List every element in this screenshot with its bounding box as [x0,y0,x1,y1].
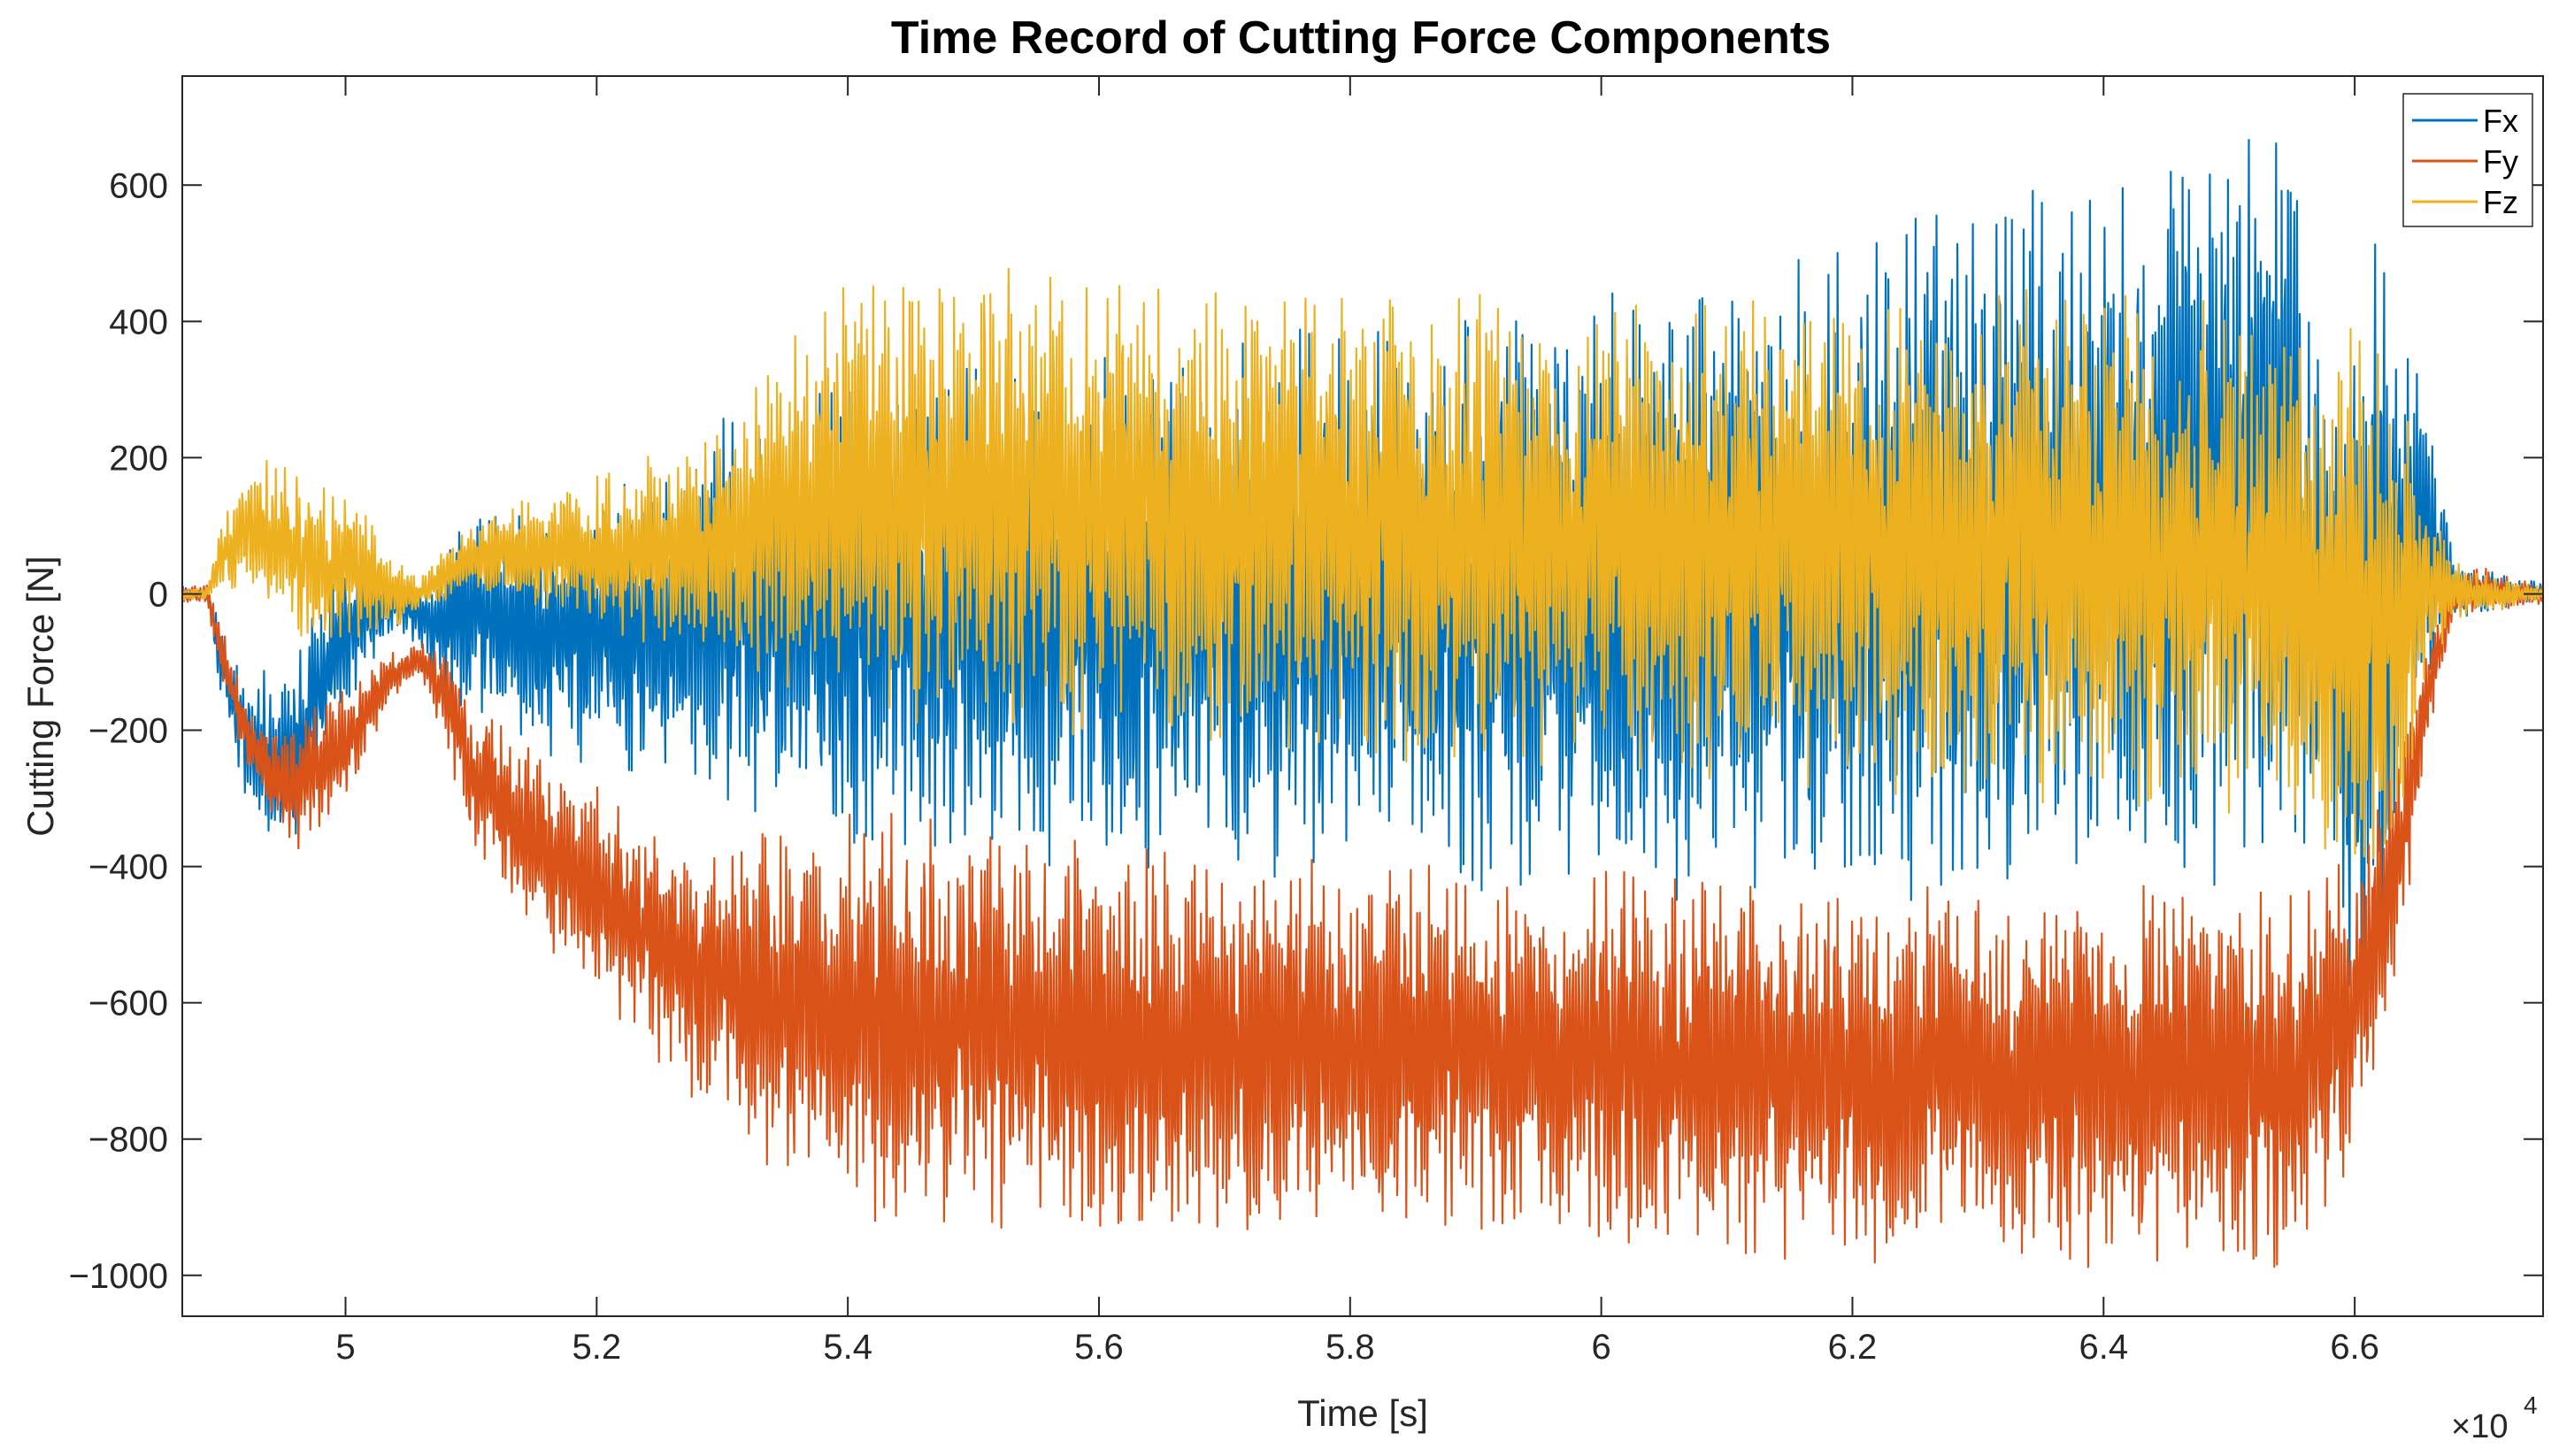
series-layer [182,139,2543,1268]
x-tick-label: 6.2 [1828,1328,1878,1367]
x-tick-label: 5.8 [1326,1328,1375,1367]
x-axis-ticks: 5 5.2 5.4 5.6 5.8 6 6.2 6.4 6.6 [335,76,2379,1367]
chart-title: Time Record of Cutting Force Components [891,12,1831,64]
series-line-fy [182,567,2543,1268]
x-tick-label: 6 [1592,1328,1611,1367]
y-tick-label: 400 [109,303,168,341]
y-tick-label: −800 [88,1121,168,1160]
legend-label-fy: Fy [2483,143,2518,180]
legend-label-fx: Fx [2483,103,2518,139]
x-exponent-power: 4 [2524,1391,2538,1419]
y-tick-label: −200 [88,712,168,751]
y-tick-label: 0 [149,575,168,614]
x-tick-label: 5.4 [823,1328,872,1367]
y-tick-label: 600 [109,166,168,205]
y-tick-label: −400 [88,848,168,887]
y-axis-ticks: 600 400 200 0 −200 −400 −600 −800 −1000 [69,166,2543,1296]
legend-label-fz: Fz [2483,184,2518,220]
y-tick-label: −600 [88,985,168,1023]
series-line-fz [182,267,2543,860]
y-tick-label: 200 [109,439,168,478]
y-axis-label: Cutting Force [N] [19,556,61,836]
x-tick-label: 5.6 [1074,1328,1124,1367]
x-tick-label: 6.6 [2330,1328,2379,1367]
x-tick-label: 5.2 [573,1328,622,1367]
x-exponent-base: ×10 [2451,1408,2508,1445]
plot-border [181,75,2544,1317]
x-axis-exponent: ×10 4 [2451,1391,2538,1445]
x-tick-label: 5 [335,1328,355,1367]
y-tick-label: −1000 [69,1257,168,1296]
x-axis-label: Time [s] [1297,1392,1428,1434]
legend: Fx Fy Fz [2402,93,2533,227]
x-tick-label: 6.4 [2079,1328,2128,1367]
